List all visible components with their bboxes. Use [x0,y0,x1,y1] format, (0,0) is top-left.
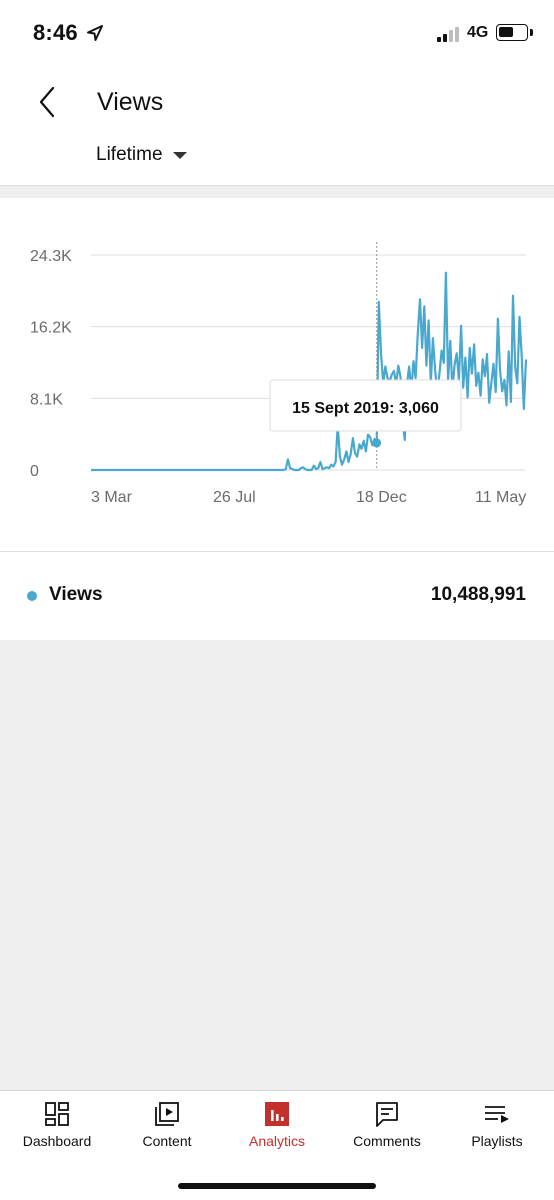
metric-label: Views [49,584,103,605]
tab-label: Comments [353,1133,421,1149]
tab-playlists[interactable]: Playlists [442,1091,552,1161]
content-icon [155,1102,179,1126]
x-tick-label: 26 Jul [213,489,256,506]
y-tick-label: 24.3K [30,248,72,265]
back-button[interactable] [26,82,66,122]
analytics-icon [265,1102,289,1126]
page-title: Views [97,88,164,116]
tooltip-box [269,379,462,432]
tab-dashboard[interactable]: Dashboard [2,1091,112,1161]
status-bar: 8:46 4G [0,0,554,64]
divider [0,551,554,552]
tab-label: Content [142,1133,192,1149]
period-label: Lifetime [96,144,163,165]
selected-point [372,438,382,448]
metric-summary-row: Views 10,488,991 [0,568,554,618]
bottom-tab-bar: Dashboard Content Analytics Comments [0,1090,554,1200]
comments-icon [376,1102,398,1127]
tab-analytics[interactable]: Analytics [222,1091,332,1161]
x-tick-label: 11 May [475,489,526,506]
caret-down-icon [172,151,187,159]
signal-bar [443,33,447,42]
x-tick-label: 3 Mar [91,489,133,506]
y-tick-label: 0 [30,463,39,480]
tab-label: Analytics [248,1133,306,1149]
y-tick-label: 8.1K [30,391,63,408]
playlists-icon [485,1106,509,1123]
cellular-signal-icon [437,26,463,42]
period-dropdown[interactable]: Lifetime [96,144,187,166]
tab-content[interactable]: Content [112,1091,222,1161]
signal-bar [449,30,453,42]
series-color-dot [27,591,37,601]
tooltip-label: 15 Sept 2019: 3,060 [292,400,439,417]
metric-value: 10,488,991 [430,584,526,605]
tab-label: Playlists [471,1133,523,1149]
tab-comments[interactable]: Comments [332,1091,442,1161]
battery-icon [496,24,528,41]
views-line-chart[interactable]: 0 8.1K 16.2K 24.3K 3 Mar 26 Jul 18 Dec 11 May 15… [0,198,554,538]
x-tick-label: 18 Dec [356,489,407,506]
dashboard-icon [45,1102,69,1126]
tab-label: Dashboard [22,1133,92,1149]
network-type: 4G [467,24,489,41]
signal-bar [455,26,459,42]
series-line-views [91,271,528,472]
chevron-left-icon [39,86,55,118]
y-tick-label: 16.2K [30,320,72,337]
battery-nub [530,29,533,36]
location-arrow-icon [87,25,103,41]
home-indicator [178,1183,376,1189]
chart-card: 0 8.1K 16.2K 24.3K 3 Mar 26 Jul 18 Dec 11 May 15… [0,198,554,640]
header: Views Lifetime [0,64,554,186]
status-time: 8:46 [33,20,78,45]
signal-bar [437,37,441,42]
